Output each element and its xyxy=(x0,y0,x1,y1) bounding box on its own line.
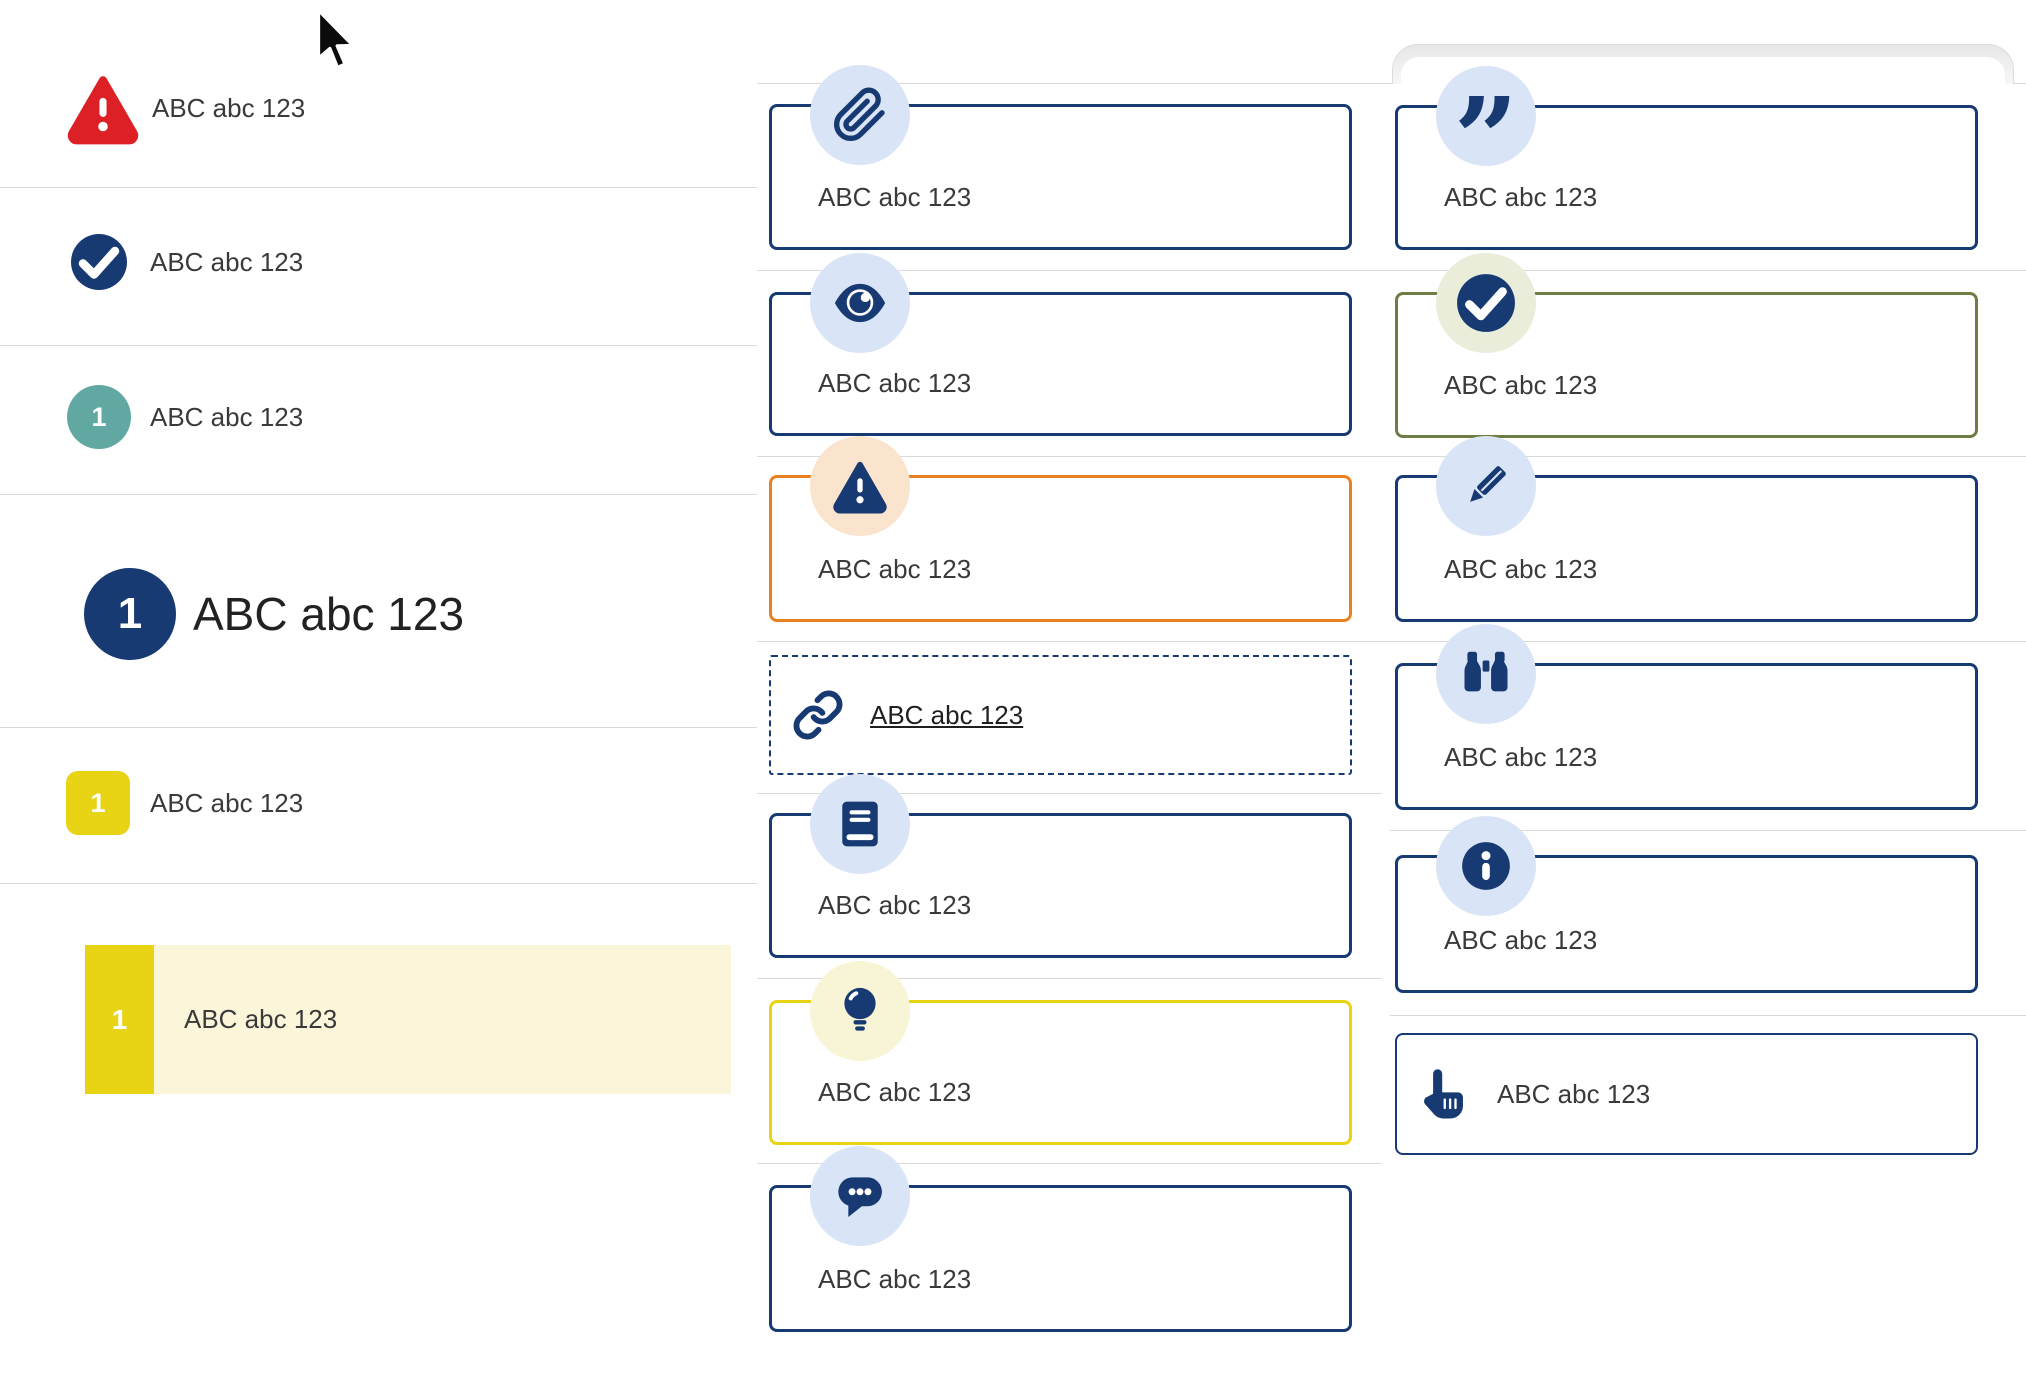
step-number: 1 xyxy=(90,787,106,818)
separator xyxy=(757,1163,1382,1164)
callout-reference: ABC abc 123 xyxy=(769,774,1352,958)
callout-quote: ” ABC abc 123 xyxy=(1395,66,1978,250)
separator xyxy=(0,494,757,495)
callout-edit: ABC abc 123 xyxy=(1395,436,1978,622)
callout-link[interactable]: ABC abc 123 xyxy=(769,655,1352,775)
check-circle-icon xyxy=(1436,253,1536,353)
callout-label: ABC abc 123 xyxy=(818,182,972,212)
eye-icon xyxy=(810,253,910,353)
book-icon xyxy=(810,774,910,874)
warning-triangle-icon xyxy=(810,436,910,536)
speech-bubble-icon xyxy=(810,1146,910,1246)
separator xyxy=(757,793,1382,794)
separator xyxy=(0,883,757,884)
step-badge-yellow: 1 xyxy=(66,771,130,835)
callout-visibility: ABC abc 123 xyxy=(769,253,1352,436)
pencil-icon xyxy=(1436,436,1536,536)
quote-icon: ” xyxy=(1436,66,1536,196)
callout-label: ABC abc 123 xyxy=(1497,1078,1651,1109)
link-label[interactable]: ABC abc 123 xyxy=(870,699,1024,730)
separator xyxy=(757,978,1382,979)
list-item-step-large[interactable]: 1 ABC abc 123 xyxy=(0,566,464,662)
check-circle-icon xyxy=(69,232,129,292)
list-item-step-yellow-highlighted[interactable]: 1 ABC abc 123 xyxy=(85,945,731,1094)
callout-warning: ABC abc 123 xyxy=(769,436,1352,622)
separator xyxy=(0,187,757,188)
callout-label: ABC abc 123 xyxy=(1444,742,1598,772)
separator xyxy=(1390,830,2026,831)
callout-search: ABC abc 123 xyxy=(1395,624,1978,810)
arrow-cursor xyxy=(314,8,358,72)
step-badge-teal: 1 xyxy=(67,385,131,449)
info-circle-icon xyxy=(1436,816,1536,916)
step-badge-navy-large: 1 xyxy=(84,568,176,660)
separator xyxy=(757,456,2026,457)
lightbulb-icon xyxy=(810,961,910,1061)
callout-label: ABC abc 123 xyxy=(818,1077,972,1107)
list-item-label: ABC abc 123 xyxy=(193,588,465,640)
callout-label: ABC abc 123 xyxy=(818,1264,972,1294)
list-item-check[interactable]: ABC abc 123 xyxy=(0,214,303,310)
separator xyxy=(757,641,2026,642)
callout-label: ABC abc 123 xyxy=(1444,925,1598,955)
step-number: 1 xyxy=(91,401,107,432)
quote-glyph: ” xyxy=(1453,74,1519,205)
separator xyxy=(0,727,757,728)
callout-interaction: ABC abc 123 xyxy=(1395,1033,1978,1155)
separator xyxy=(0,345,757,346)
separator xyxy=(757,83,2026,84)
callout-success: ABC abc 123 xyxy=(1395,253,1978,438)
list-item-label: ABC abc 123 xyxy=(150,401,304,432)
hand-pointer-icon xyxy=(1417,1066,1473,1122)
callout-attachment: ABC abc 123 xyxy=(769,65,1352,250)
list-item-alert[interactable]: ABC abc 123 xyxy=(0,60,305,156)
list-item-label: ABC abc 123 xyxy=(184,1004,338,1034)
step-number: 1 xyxy=(117,589,143,638)
callout-label: ABC abc 123 xyxy=(818,554,972,584)
callout-label: ABC abc 123 xyxy=(818,890,972,920)
callout-label: ABC abc 123 xyxy=(818,368,972,398)
callout-label: ABC abc 123 xyxy=(1444,554,1598,584)
callout-label: ABC abc 123 xyxy=(1444,370,1598,400)
paperclip-icon xyxy=(810,65,910,165)
separator xyxy=(1390,1015,2026,1016)
list-item-step-teal[interactable]: 1 ABC abc 123 xyxy=(0,369,303,465)
list-item-label: ABC abc 123 xyxy=(150,787,304,818)
callout-tip: ABC abc 123 xyxy=(769,961,1352,1145)
alert-triangle-icon xyxy=(66,71,140,145)
step-badge-yellow: 1 xyxy=(85,945,154,1094)
separator xyxy=(757,270,2026,271)
list-item-step-yellow[interactable]: 1 ABC abc 123 xyxy=(0,755,303,851)
list-item-label: ABC abc 123 xyxy=(150,246,304,277)
binoculars-icon xyxy=(1436,624,1536,724)
link-icon xyxy=(792,689,844,741)
callout-label: ABC abc 123 xyxy=(1444,182,1598,212)
callout-comment: ABC abc 123 xyxy=(769,1146,1352,1332)
callout-info: ABC abc 123 xyxy=(1395,816,1978,993)
step-number: 1 xyxy=(111,1003,128,1035)
list-item-label: ABC abc 123 xyxy=(152,92,306,123)
